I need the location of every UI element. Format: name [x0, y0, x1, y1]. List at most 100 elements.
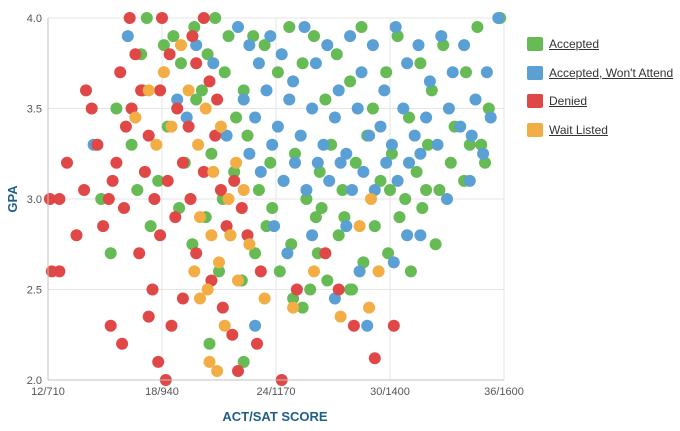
data-point [401, 229, 414, 242]
data-point [110, 156, 123, 169]
data-point [241, 229, 254, 242]
data-point [414, 147, 427, 160]
data-point [260, 84, 273, 97]
legend-item-wait-listed[interactable]: Wait Listed [527, 116, 673, 145]
data-point [273, 265, 286, 278]
x-tick-label: 24/1170 [257, 386, 296, 398]
data-point [190, 39, 203, 52]
data-point [254, 165, 267, 178]
data-point [479, 156, 491, 169]
data-point [154, 229, 167, 242]
data-point [463, 138, 476, 151]
data-point [328, 111, 341, 124]
data-point [283, 21, 296, 33]
data-point [353, 220, 366, 233]
data-point [321, 274, 334, 287]
data-point [220, 220, 233, 233]
data-point [319, 93, 332, 106]
legend-label-denied: Denied [549, 94, 588, 109]
data-point [403, 111, 415, 124]
data-point [365, 193, 377, 205]
tick-labels: 12/710 18/940 24/1170 30/1400 36/1600 2.0 2.5 3… [27, 13, 524, 398]
data-point [315, 202, 328, 214]
data-point [403, 156, 415, 169]
data-point [317, 138, 330, 151]
data-point [232, 274, 244, 287]
data-point [176, 156, 189, 169]
data-point [414, 229, 427, 242]
data-point [420, 111, 433, 124]
x-tick-label: 12/710 [31, 386, 65, 398]
data-point [207, 57, 220, 70]
data-point [294, 129, 307, 142]
y-tick-label: 2.5 [27, 285, 42, 297]
data-point [165, 120, 178, 133]
data-point [380, 156, 393, 169]
data-point [97, 220, 110, 233]
data-point [264, 30, 277, 43]
data-point [465, 129, 478, 142]
data-point [121, 30, 134, 43]
data-point [323, 174, 336, 187]
legend: Accepted Accepted, Won't Attend Denied W… [527, 30, 673, 144]
data-point [366, 39, 379, 52]
data-point [287, 292, 300, 305]
data-point [161, 174, 174, 187]
legend-item-accepted[interactable]: Accepted [527, 30, 673, 59]
data-point [458, 39, 471, 52]
legend-label-accepted: Accepted [549, 37, 600, 52]
data-point [232, 21, 244, 33]
data-point [300, 184, 313, 196]
data-point [285, 238, 298, 251]
data-point [385, 138, 398, 151]
data-point [230, 156, 243, 169]
data-point [252, 184, 265, 196]
data-point [216, 301, 229, 314]
data-point [243, 238, 256, 251]
data-point [361, 319, 374, 332]
data-point [414, 57, 427, 70]
data-point [425, 84, 438, 97]
data-point [129, 111, 142, 124]
data-point [346, 184, 358, 196]
data-point [287, 301, 300, 314]
legend-item-denied[interactable]: Denied [527, 87, 673, 116]
data-point [296, 57, 309, 70]
data-point [237, 355, 250, 368]
data-point [471, 21, 484, 33]
data-point [152, 174, 165, 187]
data-point [387, 256, 400, 269]
x-tick-label: 36/1600 [484, 386, 524, 398]
data-point [148, 193, 161, 205]
data-point [243, 39, 256, 52]
data-point [357, 256, 370, 269]
data-point [182, 120, 195, 133]
data-point [382, 247, 395, 260]
data-point [104, 319, 117, 332]
data-point [211, 93, 224, 106]
data-point [142, 84, 155, 97]
data-point [357, 165, 370, 178]
data-point [344, 30, 357, 43]
data-point [249, 247, 262, 260]
data-point [209, 129, 222, 142]
data-point [218, 66, 231, 79]
data-point [372, 265, 385, 278]
data-point [237, 184, 250, 196]
data-point [380, 66, 393, 79]
data-point [237, 84, 250, 97]
data-point [319, 247, 332, 260]
data-point [254, 265, 267, 278]
data-point [271, 120, 284, 133]
data-point [347, 319, 360, 332]
legend-item-accepted-wont-attend[interactable]: Accepted, Won't Attend [527, 59, 673, 88]
data-point [363, 301, 376, 314]
data-point [173, 202, 186, 214]
data-point [156, 12, 168, 24]
data-point [300, 193, 313, 205]
legend-swatch-wait-listed [527, 122, 543, 137]
data-point [469, 93, 482, 106]
data-point [309, 211, 322, 224]
data-point [241, 129, 254, 142]
axes [47, 18, 504, 381]
